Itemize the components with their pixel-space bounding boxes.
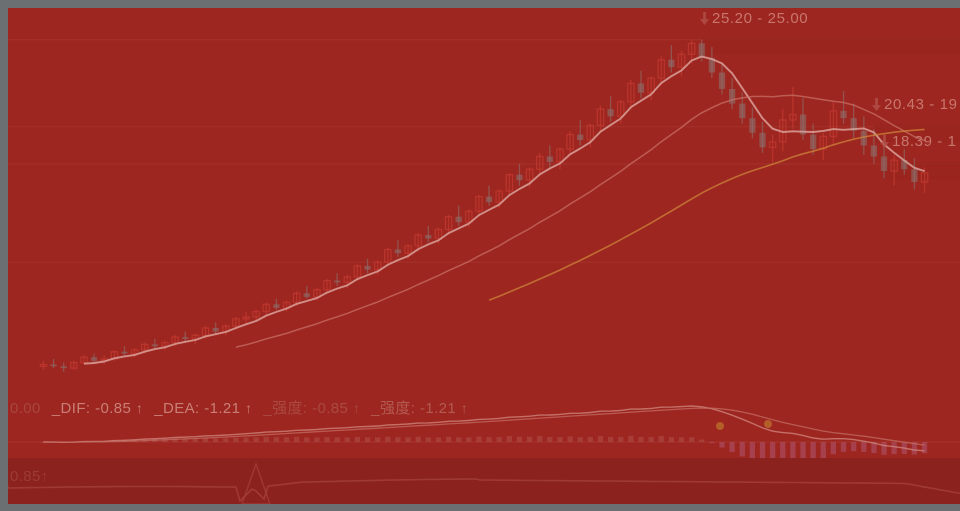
macd-zero-label: 0.00	[10, 400, 41, 417]
price-tag-high: 25.20 - 25.00	[700, 10, 808, 27]
macd-strength2-value: -1.21	[419, 400, 457, 417]
candlestick-svg	[8, 37, 960, 372]
macd-dif-readout: _DIF: -0.85 ↑	[52, 400, 143, 417]
marker-pin-icon	[880, 135, 889, 148]
macd-dif-value: -0.85	[95, 400, 132, 417]
macd-svg	[8, 405, 960, 458]
macd-dif-arrow-icon: ↑	[135, 400, 144, 416]
macd-strength1-label: _强度:	[263, 400, 308, 417]
macd-dea-arrow-icon: ↑	[244, 400, 253, 416]
price-tag-mid-label: 20.43 - 19	[884, 96, 958, 113]
price-tag-low-label: 18.39 - 1	[892, 133, 957, 150]
macd-dea-label: _DEA:	[154, 400, 200, 417]
marker-pin-icon	[872, 98, 881, 111]
macd-pane[interactable]: 0.00 _DIF: -0.85 ↑ _DEA: -1.21 ↑ _强度: -0…	[8, 396, 960, 458]
macd-readout: 0.00 _DIF: -0.85 ↑ _DEA: -1.21 ↑ _强度: -0…	[10, 397, 468, 418]
price-tag-high-label: 25.20 - 25.00	[712, 10, 809, 27]
macd-dif-label: _DIF:	[51, 400, 91, 417]
volume-readout: 0.85↑	[10, 468, 49, 485]
macd-strength2-label: _强度:	[371, 400, 416, 417]
macd-dea-value: -1.21	[204, 400, 241, 417]
macd-strength1-readout: _强度: -0.85 ↑	[263, 397, 360, 418]
volume-svg	[8, 461, 960, 504]
macd-strength2-arrow-icon: ↑	[460, 400, 469, 416]
price-tag-low: 18.39 - 1	[880, 133, 957, 150]
macd-strength1-arrow-icon: ↑	[352, 400, 361, 416]
price-chart-pane[interactable]: 25.20 - 25.00 20.43 - 19 18.39 - 1	[8, 8, 960, 396]
price-tag-mid: 20.43 - 19	[872, 96, 958, 113]
chart-window: 25.20 - 25.00 20.43 - 19 18.39 - 1 0.00 …	[8, 8, 960, 504]
macd-strength1-value: -0.85	[312, 400, 349, 417]
macd-strength2-readout: _强度: -1.21 ↑	[371, 397, 468, 418]
volume-pane[interactable]: 0.85↑	[8, 458, 960, 504]
marker-pin-icon	[700, 12, 709, 25]
macd-dea-readout: _DEA: -1.21 ↑	[154, 400, 252, 417]
